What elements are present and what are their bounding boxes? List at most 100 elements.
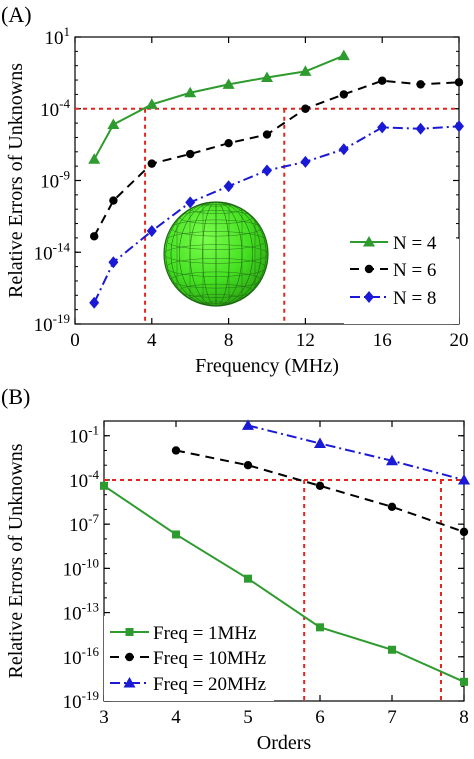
- x-tick-label: 12: [296, 330, 315, 351]
- data-point: [224, 138, 233, 148]
- y-axis-label: Relative Errors of Unknowns: [5, 63, 27, 298]
- y-axis-label: Relative Errors of Unknowns: [5, 443, 27, 678]
- data-point: [387, 502, 397, 512]
- y-tick-label: 10-13: [63, 600, 99, 625]
- series-line: [247, 424, 465, 481]
- data-point: [315, 481, 325, 491]
- data-point: [108, 256, 119, 269]
- data-point: [338, 143, 349, 156]
- series-line: [103, 484, 465, 683]
- data-point: [100, 481, 108, 490]
- x-tick-label: 16: [373, 330, 392, 351]
- data-point: [378, 76, 387, 85]
- data-point: [90, 232, 99, 241]
- data-point: [388, 645, 396, 654]
- data-point: [299, 65, 312, 76]
- legend-marker: [125, 652, 134, 662]
- legend-marker: [364, 291, 374, 303]
- data-point: [172, 530, 180, 539]
- x-tick-label: 5: [243, 707, 253, 728]
- data-point: [223, 180, 234, 193]
- data-point: [339, 90, 348, 99]
- data-point: [222, 78, 235, 89]
- data-point: [171, 446, 181, 455]
- y-tick-label: 10-9: [40, 168, 70, 193]
- data-point: [386, 454, 398, 466]
- x-tick-label: 0: [70, 330, 80, 351]
- y-tick-label: 10-19: [63, 688, 99, 713]
- mesh-longitude: [165, 202, 267, 306]
- data-point: [337, 49, 350, 61]
- data-point: [145, 98, 158, 109]
- x-tick-label: 4: [147, 330, 157, 351]
- y-tick-label: 10-4: [69, 467, 99, 492]
- series-3: [89, 120, 464, 309]
- data-point: [454, 120, 464, 133]
- x-tick-label: 6: [315, 707, 325, 728]
- x-tick-label: 20: [450, 330, 469, 351]
- series-line: [175, 449, 465, 533]
- data-point: [147, 159, 156, 168]
- data-point: [89, 296, 100, 309]
- data-point: [459, 527, 469, 537]
- x-axis-label: Frequency (MHz): [195, 355, 339, 377]
- data-point: [416, 80, 425, 89]
- data-point: [415, 122, 426, 135]
- data-point: [314, 437, 326, 448]
- data-point: [242, 419, 254, 430]
- data-point: [316, 623, 324, 632]
- y-tick-label: 10-16: [63, 644, 100, 669]
- legend-box: [344, 239, 459, 324]
- data-point: [186, 149, 195, 159]
- panel-label: (A): [1, 2, 32, 27]
- legend-entry: Freq = 20MHz: [153, 674, 266, 695]
- x-tick-label: 8: [224, 330, 234, 351]
- data-point: [146, 225, 157, 238]
- legend-entry: N = 6: [393, 260, 436, 281]
- data-point: [184, 86, 197, 98]
- mesh-longitude: [202, 202, 230, 306]
- data-point: [261, 71, 273, 83]
- data-point: [185, 196, 196, 209]
- legend: Freq = 1MHz Freq = 10MHz Freq = 20MHz: [104, 616, 274, 701]
- data-point: [107, 118, 120, 129]
- x-tick-label: 7: [387, 707, 397, 728]
- data-point: [454, 78, 464, 87]
- plot-frame: [103, 420, 465, 702]
- data-point: [262, 130, 272, 139]
- x-tick-label: 8: [459, 707, 469, 728]
- data-point: [243, 461, 253, 470]
- panel-a: (A) 10-19 10-14 10-9 10-4 101 0 4 8 12 16 20 Frequen…: [1, 2, 469, 377]
- data-point: [109, 196, 118, 205]
- data-point: [377, 121, 388, 134]
- legend-entry: Freq = 1MHz: [153, 623, 257, 644]
- mesh-longitude: [178, 202, 254, 306]
- y-tick-label: 10-7: [69, 511, 99, 536]
- series-line: [93, 54, 345, 160]
- data-point: [88, 153, 101, 164]
- x-axis-label: Orders: [257, 732, 312, 754]
- data-point: [244, 574, 252, 583]
- x-tick-label: 4: [171, 707, 181, 728]
- data-point: [460, 677, 468, 686]
- y-tick-label: 10-10: [63, 555, 99, 580]
- data-point: [301, 104, 310, 113]
- legend-marker: [125, 628, 134, 636]
- series-1: [100, 481, 468, 686]
- sphere-mesh-illustration: [163, 201, 269, 307]
- legend-marker: [363, 236, 375, 247]
- legend-entry: N = 8: [393, 288, 436, 309]
- x-tick-label: 3: [99, 707, 109, 728]
- panel-label: (B): [1, 384, 30, 409]
- legend-entry: Freq = 10MHz: [153, 648, 266, 669]
- series-2: [171, 446, 469, 537]
- data-point: [300, 155, 311, 168]
- series-2: [90, 76, 464, 241]
- mesh-longitude: [170, 202, 262, 306]
- legend-entry: N = 4: [393, 233, 437, 254]
- y-tick-label: 10-4: [40, 96, 70, 121]
- series-3: [242, 419, 470, 485]
- y-tick-label: 101: [45, 24, 71, 49]
